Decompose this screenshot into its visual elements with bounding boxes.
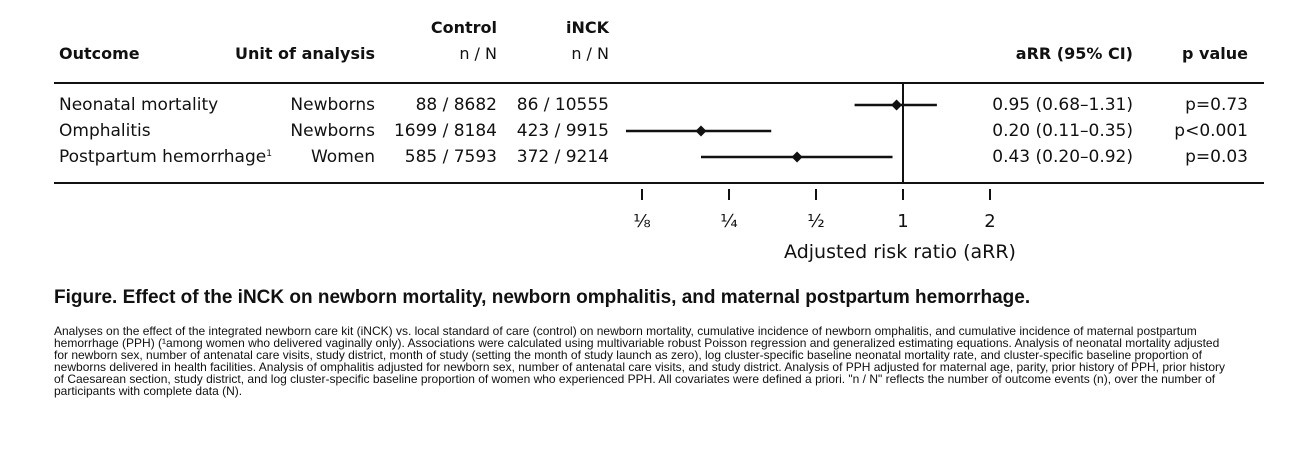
tick-label: 1 [897,211,908,232]
row-outcome: Neonatal mortality [59,95,218,115]
row-outcome-label: Omphalitis [59,121,151,141]
point-estimate [891,99,903,111]
row-unit: Newborns [290,95,375,115]
header-control: Control [430,18,497,37]
row-control: 585 / 7593 [404,147,497,167]
tick-label: ½ [807,211,824,232]
row-inck: 86 / 10555 [516,95,609,115]
row-inck: 372 / 9214 [516,147,609,167]
row-pvalue: p=0.03 [1185,147,1248,167]
row-pvalue: p=0.73 [1185,95,1248,115]
header-control-sub: n / N [459,44,497,63]
caption-body: Analyses on the effect of the integrated… [54,324,1226,398]
x-axis-label: Adjusted risk ratio (aRR) [784,241,1016,263]
header-outcome: Outcome [59,44,140,63]
row-arr: 0.20 (0.11–0.35) [992,121,1133,141]
point-estimate [791,151,803,163]
row-inck: 423 / 9915 [516,121,609,141]
header-inck: iNCK [565,18,609,37]
caption-title: Figure. Effect of the iNCK on newborn mo… [54,287,1031,308]
row-outcome-label: Neonatal mortality [59,95,219,115]
row-unit: Women [310,147,375,167]
row-outcome: Postpartum hemorrhage1 [59,147,272,167]
row-outcome: Omphalitis [59,121,151,141]
row-arr: 0.95 (0.68–1.31) [992,95,1133,115]
tick-label: ¼ [720,211,737,232]
row-arr: 0.43 (0.20–0.92) [992,147,1133,167]
footnote-marker: 1 [266,149,272,159]
top-rule [54,82,1264,84]
row-unit: Newborns [290,121,375,141]
row-pvalue: p<0.001 [1174,121,1248,141]
tick-label: 2 [984,211,995,232]
bottom-rule [54,182,1264,184]
point-estimate [695,125,707,137]
header-inck-sub: n / N [571,44,609,63]
row-control: 1699 / 8184 [393,121,497,141]
tick-label: ⅛ [633,211,650,232]
row-outcome-label: Postpartum hemorrhage [59,147,267,167]
row-control: 88 / 8682 [415,95,497,115]
header-pvalue: p value [1182,44,1248,63]
header-unit: Unit of analysis [234,44,375,63]
header-arr: aRR (95% CI) [1015,44,1133,63]
forest-plot: ⅛ ¼ ½ 1 2 [625,82,996,232]
